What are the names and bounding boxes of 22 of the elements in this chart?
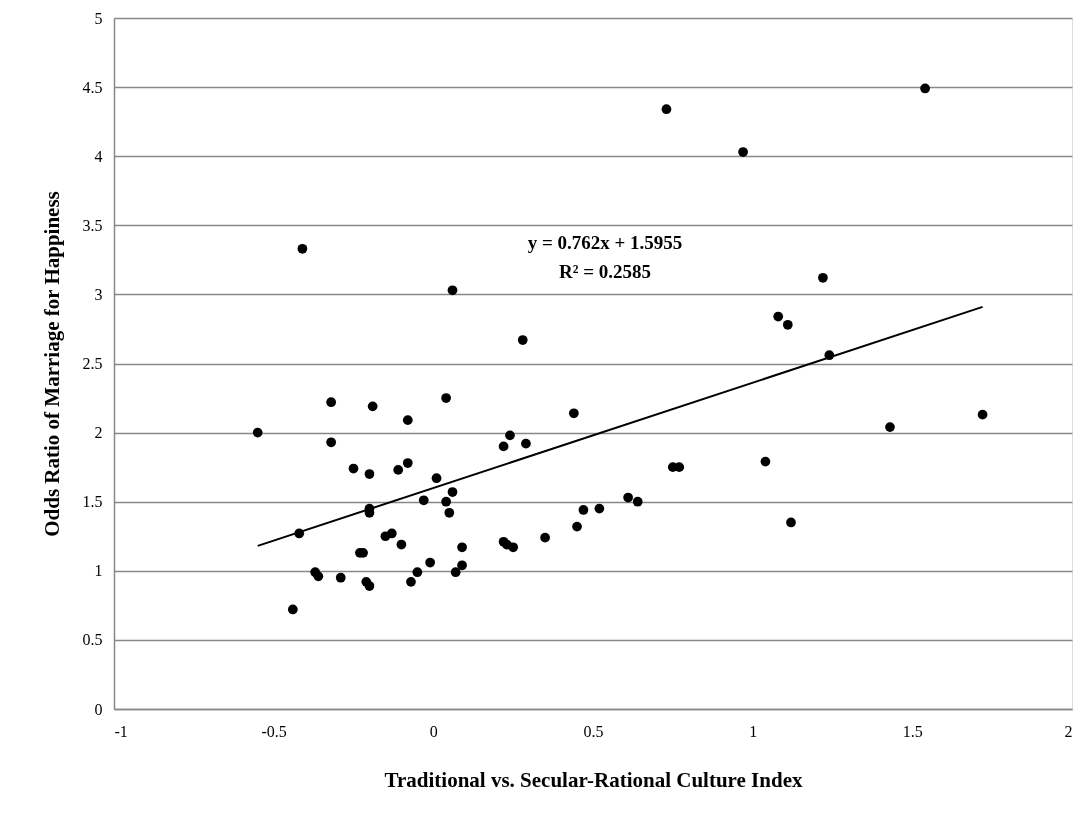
y-tick-label: 1.5 <box>82 493 103 511</box>
y-axis-title: Odds Ratio of Marriage for Happiness <box>39 191 64 537</box>
y-tick-label: 5 <box>94 9 103 27</box>
x-axis-title: Traditional vs. Secular-Rational Culture Index <box>384 767 803 792</box>
x-tick-label: 1 <box>749 722 758 740</box>
y-tick-label: 0.5 <box>82 631 103 649</box>
y-tick-label: 3.5 <box>82 216 103 234</box>
x-tick-label: 2 <box>1064 722 1073 740</box>
x-tick-label: -0.5 <box>261 722 287 740</box>
y-tick-label: 1 <box>94 562 103 580</box>
x-tick-label: 1.5 <box>902 722 923 740</box>
y-tick-label: 3 <box>94 285 103 303</box>
x-tick-label: 0 <box>429 722 438 740</box>
y-tick-label: 4 <box>94 147 103 165</box>
annotation: R² = 0.2585 <box>559 261 651 282</box>
y-tick-label: 0 <box>94 700 103 718</box>
x-tick-label: -1 <box>114 722 128 740</box>
y-tick-label: 4.5 <box>82 78 103 96</box>
y-tick-label: 2.5 <box>82 355 103 372</box>
x-tick-label: 0.5 <box>583 722 604 740</box>
y-tick-label: 2 <box>94 424 103 442</box>
annotation: y = 0.762x + 1.5955 <box>527 232 683 253</box>
